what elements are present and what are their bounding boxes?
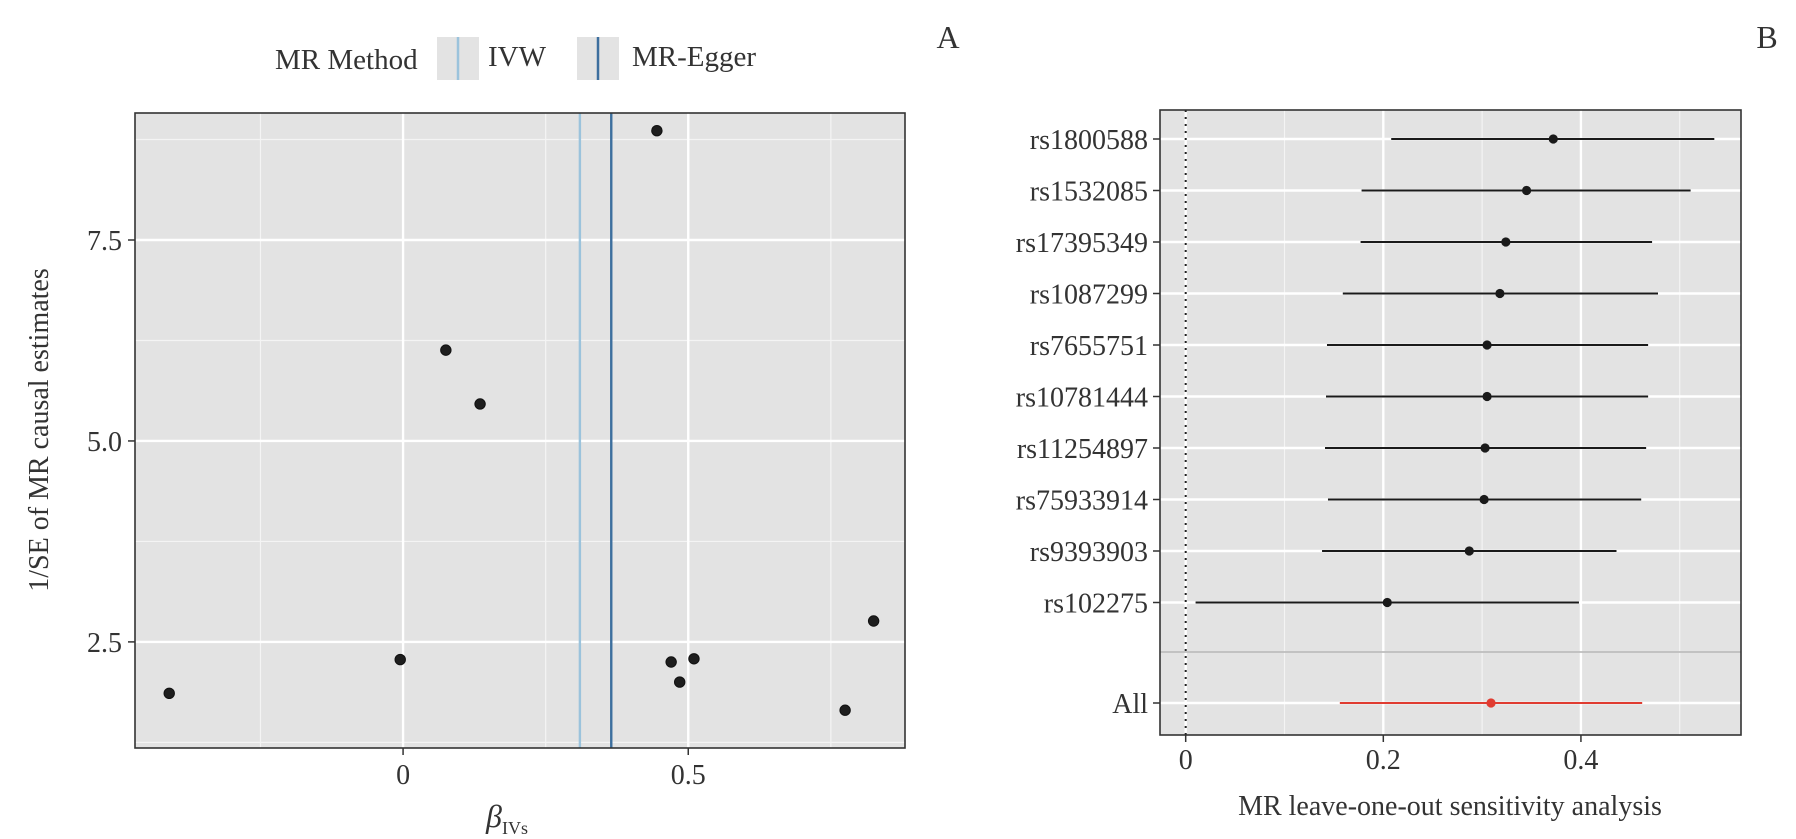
- scatter-point-6: [665, 656, 677, 668]
- row-label-rs11254897: rs11254897: [1017, 434, 1148, 465]
- estimate-point-rs17395349: [1501, 237, 1511, 247]
- row-label-rs1800588: rs1800588: [1030, 125, 1148, 156]
- row-label-rs7655751: rs7655751: [1030, 331, 1148, 362]
- row-label-all: All: [1112, 689, 1148, 720]
- row-label-rs9393903: rs9393903: [1030, 537, 1148, 568]
- panel-b-label: B: [1756, 19, 1777, 55]
- x-tick-label: 0.5: [671, 760, 706, 791]
- row-label-rs1087299: rs1087299: [1030, 280, 1148, 311]
- estimate-point-rs7655751: [1482, 340, 1492, 350]
- scatter-point-8: [688, 653, 700, 665]
- scatter-point-9: [839, 704, 851, 716]
- legend-title: MR Method: [275, 44, 418, 76]
- estimate-point-rs10781444: [1482, 391, 1492, 402]
- scatter-point-1: [163, 687, 175, 700]
- legend-label-mr-egger: MR-Egger: [632, 41, 756, 73]
- panel-b-x-axis-label: MR leave-one-out sensitivity analysis: [1238, 791, 1662, 822]
- row-label-rs1532085: rs1532085: [1030, 177, 1148, 208]
- x-axis-label-subscript: IVs: [502, 818, 528, 838]
- scatter-point-5: [651, 124, 663, 137]
- scatter-point-10: [867, 615, 880, 627]
- panel-a-plot-background: [135, 113, 905, 748]
- y-tick-label: 7.5: [87, 226, 122, 257]
- y-tick-label: 5.0: [87, 427, 122, 458]
- legend-label-ivw: IVW: [488, 41, 547, 73]
- estimate-point-rs1800588: [1548, 134, 1558, 144]
- panel-b: rs1800588 rs1532085 rs17395349 rs1087299 rs7…: [1016, 19, 1778, 822]
- scatter-point-2: [394, 653, 406, 666]
- estimate-point-all: [1486, 698, 1496, 708]
- x-tick-label: 0: [1179, 745, 1193, 776]
- estimate-point-rs1087299: [1495, 288, 1505, 299]
- row-label-rs75933914: rs75933914: [1016, 486, 1148, 517]
- panel-a-plot-border: [134, 112, 906, 749]
- x-tick-label: 0.2: [1366, 745, 1401, 776]
- x-tick-label: 0.4: [1563, 745, 1598, 776]
- estimate-point-rs75933914: [1479, 494, 1489, 505]
- estimate-point-rs1532085: [1521, 185, 1532, 196]
- panel-a: 0 0.5 2.5 5.0 7.5 A 1/SE of MR causal estima…: [24, 19, 960, 838]
- estimate-point-rs11254897: [1480, 443, 1490, 453]
- panel-b-plot-background: [1160, 110, 1741, 735]
- row-label-rs17395349: rs17395349: [1016, 228, 1148, 259]
- estimate-point-rs9393903: [1464, 546, 1474, 556]
- scatter-point-7: [674, 676, 686, 688]
- panel-a-x-axis-label: βIVs: [485, 798, 528, 838]
- legend: MR Method IVW MR-Egger: [275, 37, 756, 80]
- scatter-point-3: [440, 344, 452, 356]
- estimate-point-rs102275: [1382, 597, 1392, 608]
- y-tick-label: 2.5: [87, 628, 122, 659]
- panel-b-plot-border: [1159, 109, 1742, 736]
- row-label-rs102275: rs102275: [1044, 589, 1148, 620]
- scatter-point-4: [474, 398, 486, 410]
- x-axis-label-beta: β: [485, 798, 502, 834]
- x-tick-label: 0: [396, 760, 410, 791]
- panel-a-label: A: [936, 19, 959, 55]
- row-label-rs10781444: rs10781444: [1016, 383, 1148, 414]
- panel-a-y-axis-label: 1/SE of MR causal estimates: [24, 268, 55, 592]
